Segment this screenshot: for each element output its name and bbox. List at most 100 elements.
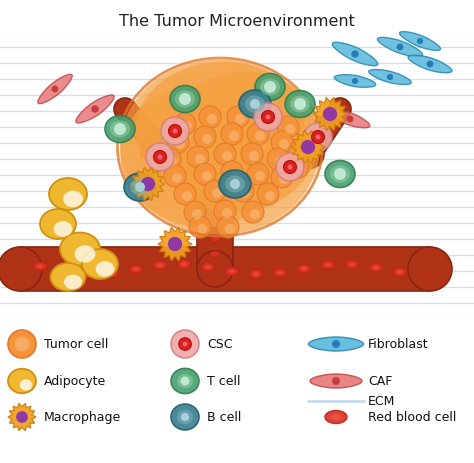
Circle shape: [201, 175, 229, 204]
Ellipse shape: [110, 121, 130, 138]
Circle shape: [279, 175, 289, 185]
Circle shape: [202, 135, 212, 144]
Circle shape: [295, 165, 305, 175]
Circle shape: [247, 124, 269, 146]
Circle shape: [408, 247, 452, 291]
Ellipse shape: [325, 263, 331, 267]
Ellipse shape: [301, 267, 307, 271]
Circle shape: [247, 163, 269, 186]
Ellipse shape: [37, 265, 43, 269]
Ellipse shape: [255, 75, 285, 101]
Polygon shape: [210, 142, 315, 203]
Polygon shape: [369, 70, 411, 85]
Circle shape: [296, 141, 324, 169]
Polygon shape: [377, 38, 423, 57]
Circle shape: [202, 172, 212, 181]
Polygon shape: [8, 403, 36, 431]
Circle shape: [135, 182, 145, 193]
Circle shape: [334, 169, 346, 181]
Ellipse shape: [290, 96, 310, 113]
Circle shape: [265, 115, 271, 120]
Ellipse shape: [171, 369, 199, 394]
Polygon shape: [158, 228, 192, 261]
Polygon shape: [301, 104, 349, 161]
Ellipse shape: [177, 410, 193, 425]
Circle shape: [264, 82, 276, 94]
Ellipse shape: [175, 91, 195, 108]
Circle shape: [240, 188, 250, 199]
Ellipse shape: [225, 176, 245, 193]
Circle shape: [168, 125, 182, 138]
Polygon shape: [38, 75, 72, 105]
Ellipse shape: [157, 263, 163, 268]
Circle shape: [204, 181, 226, 203]
Circle shape: [271, 167, 293, 188]
Circle shape: [179, 338, 191, 350]
Circle shape: [229, 169, 239, 180]
Text: Tumor cell: Tumor cell: [44, 338, 109, 351]
Ellipse shape: [181, 263, 187, 267]
Circle shape: [250, 100, 260, 110]
Circle shape: [288, 165, 292, 170]
Polygon shape: [334, 75, 376, 88]
Ellipse shape: [161, 72, 319, 213]
Circle shape: [271, 131, 293, 154]
Circle shape: [182, 342, 188, 347]
Circle shape: [194, 163, 216, 186]
Circle shape: [159, 149, 181, 171]
Ellipse shape: [210, 251, 220, 257]
Text: CSC: CSC: [207, 338, 233, 351]
Circle shape: [250, 210, 260, 219]
Circle shape: [287, 156, 309, 179]
Ellipse shape: [201, 263, 215, 272]
Circle shape: [227, 107, 249, 129]
Circle shape: [164, 166, 186, 188]
Circle shape: [91, 106, 99, 113]
Circle shape: [144, 134, 166, 156]
Circle shape: [262, 111, 274, 124]
Circle shape: [182, 192, 192, 201]
Circle shape: [276, 154, 304, 181]
Ellipse shape: [60, 233, 100, 266]
Ellipse shape: [81, 269, 95, 279]
Ellipse shape: [229, 270, 235, 274]
Circle shape: [255, 172, 265, 181]
Circle shape: [332, 340, 340, 348]
Circle shape: [222, 152, 232, 162]
Polygon shape: [313, 98, 347, 131]
Ellipse shape: [82, 250, 118, 279]
Circle shape: [197, 225, 207, 234]
Ellipse shape: [49, 179, 87, 211]
Ellipse shape: [105, 116, 135, 143]
Circle shape: [201, 181, 229, 208]
Circle shape: [221, 124, 243, 146]
Text: Adipocyte: Adipocyte: [44, 375, 106, 388]
Ellipse shape: [397, 270, 403, 274]
Circle shape: [297, 149, 307, 159]
Ellipse shape: [40, 210, 76, 239]
Circle shape: [214, 200, 236, 223]
Circle shape: [235, 115, 245, 125]
Circle shape: [173, 129, 177, 134]
Polygon shape: [310, 374, 362, 388]
Circle shape: [332, 377, 340, 385]
Polygon shape: [400, 32, 440, 51]
Circle shape: [207, 115, 217, 125]
Circle shape: [197, 251, 233, 288]
Ellipse shape: [129, 265, 143, 274]
Polygon shape: [309, 337, 364, 351]
Ellipse shape: [74, 246, 95, 263]
Circle shape: [265, 192, 275, 201]
Ellipse shape: [297, 264, 311, 274]
Circle shape: [167, 156, 177, 167]
Circle shape: [171, 330, 199, 358]
Ellipse shape: [54, 222, 73, 237]
Ellipse shape: [130, 179, 150, 196]
Circle shape: [275, 156, 285, 167]
Polygon shape: [117, 103, 164, 152]
Circle shape: [225, 225, 235, 234]
Ellipse shape: [105, 269, 119, 278]
Ellipse shape: [219, 171, 251, 199]
Circle shape: [181, 377, 190, 386]
Polygon shape: [197, 194, 233, 269]
